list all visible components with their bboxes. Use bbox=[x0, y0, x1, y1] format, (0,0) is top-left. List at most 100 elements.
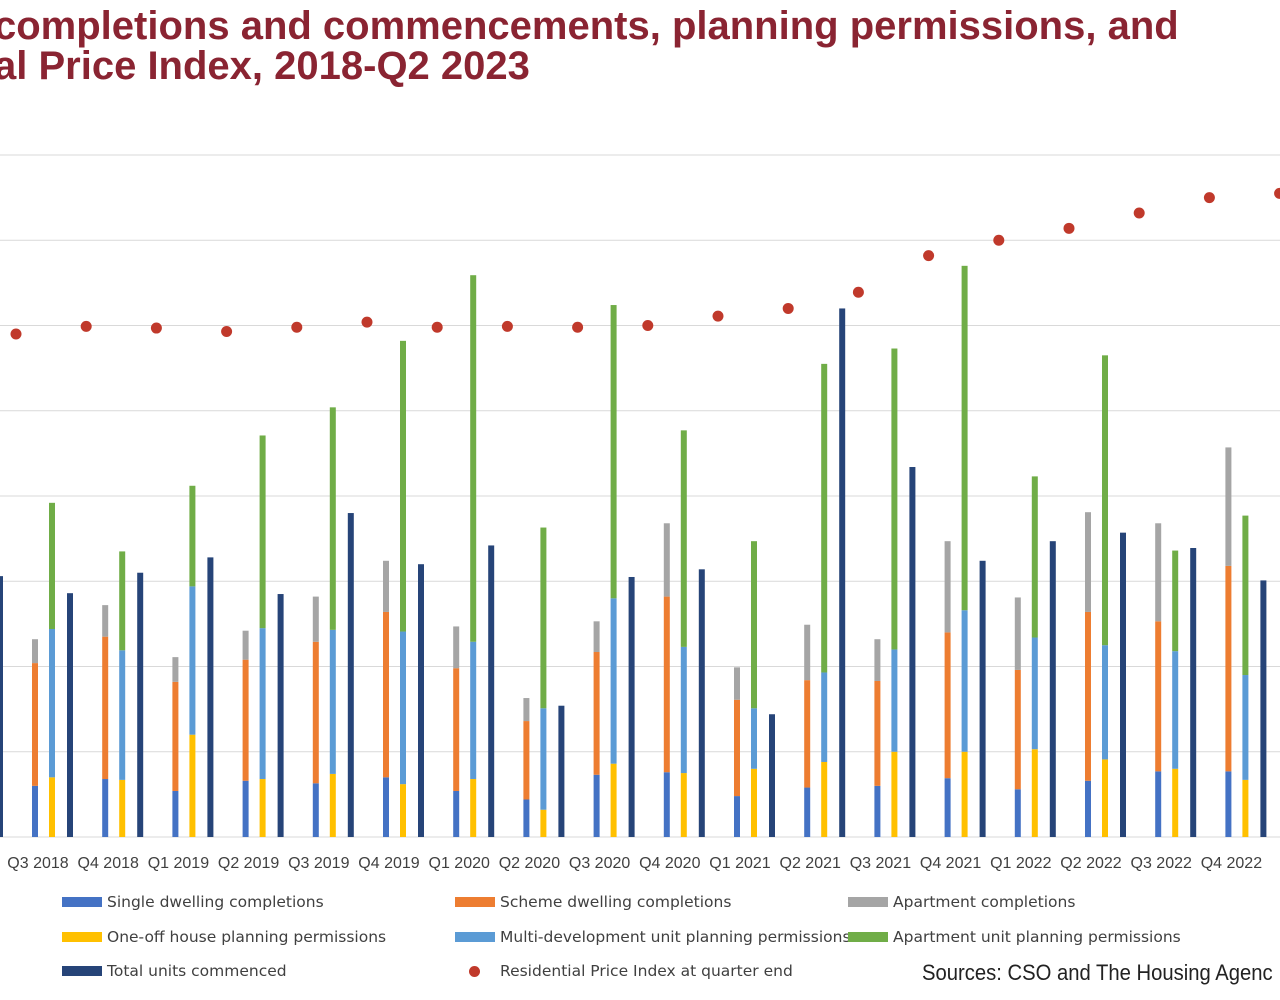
price-index-point bbox=[431, 321, 443, 333]
x-tick-label: Q1 2022 bbox=[990, 855, 1051, 872]
completions-bar-segment-single bbox=[172, 790, 179, 837]
completions-bar-segment-apartment_completions bbox=[804, 624, 811, 681]
permissions-bar-segment-apartment_permissions bbox=[1172, 550, 1179, 652]
completions-bar-segment-scheme bbox=[874, 680, 881, 786]
completions-bar-segment-single bbox=[102, 779, 109, 837]
commenced-bar bbox=[909, 467, 916, 837]
completions-bar-segment-scheme bbox=[453, 668, 460, 791]
completions-bar-segment-scheme bbox=[593, 652, 600, 775]
x-tick-label: Q3 2022 bbox=[1131, 855, 1192, 872]
price-index-point bbox=[150, 322, 162, 334]
completions-bar-segment-scheme bbox=[1225, 565, 1232, 772]
price-index-point bbox=[80, 320, 92, 332]
completions-bar-segment-single bbox=[874, 785, 881, 837]
x-tick-label: Q3 2021 bbox=[850, 855, 911, 872]
legend-label-apartment-completions: Apartment completions bbox=[893, 893, 1076, 911]
price-index-point bbox=[501, 320, 513, 332]
permissions-bar-segment-multi bbox=[1031, 637, 1038, 750]
x-tick-label: Q4 2021 bbox=[920, 855, 981, 872]
legend-item-rpi: Residential Price Index at quarter end bbox=[455, 960, 793, 982]
x-tick-label: Q1 2019 bbox=[148, 855, 209, 872]
x-tick-label: Q3 2019 bbox=[288, 855, 349, 872]
completions-bar-segment-apartment_completions bbox=[242, 630, 249, 660]
x-tick-label: Q2 2019 bbox=[218, 855, 279, 872]
commenced-bar bbox=[137, 572, 144, 837]
completions-bar-segment-single bbox=[944, 778, 951, 837]
permissions-bar-segment-oneoff bbox=[891, 751, 898, 837]
permissions-bar-segment-oneoff bbox=[119, 779, 126, 837]
permissions-bar-segment-multi bbox=[49, 628, 55, 778]
completions-bar-segment-scheme bbox=[663, 596, 670, 773]
permissions-bar-segment-oneoff bbox=[751, 768, 757, 837]
completions-bar-segment-scheme bbox=[1085, 611, 1091, 781]
permissions-bar-segment-multi bbox=[891, 649, 898, 752]
permissions-bar-segment-oneoff bbox=[470, 779, 477, 837]
permissions-bar-segment-apartment_permissions bbox=[540, 527, 547, 709]
completions-bar-segment-apartment_completions bbox=[102, 605, 109, 637]
price-index-point bbox=[291, 321, 303, 333]
permissions-bar-segment-apartment_permissions bbox=[891, 348, 898, 650]
commenced-bar bbox=[1120, 532, 1126, 837]
x-tick-label: Q1 2021 bbox=[709, 855, 770, 872]
legend-item-scheme: Scheme dwelling completions bbox=[455, 891, 731, 913]
commenced-bar bbox=[277, 594, 284, 837]
legend-swatch-single bbox=[62, 897, 102, 907]
completions-bar-segment-single bbox=[1155, 771, 1162, 837]
x-tick-label: Q4 2020 bbox=[639, 855, 700, 872]
legend-label-apartment-permissions: Apartment unit planning permissions bbox=[893, 928, 1181, 946]
completions-bar-segment-single bbox=[32, 785, 38, 837]
legend-swatch-apartment-permissions bbox=[848, 932, 888, 942]
x-axis-tick-labels: Q3 2018 Q4 2018 Q1 2019 Q2 2019 Q3 2019 Q4 20… bbox=[7, 855, 1262, 872]
price-index-point bbox=[1203, 192, 1215, 204]
permissions-bar-segment-multi bbox=[400, 631, 406, 785]
commenced-bar bbox=[1190, 548, 1197, 837]
permissions-bar-segment-oneoff bbox=[400, 784, 406, 837]
x-tick-label: Q4 2022 bbox=[1201, 855, 1262, 872]
x-tick-label: Q3 2020 bbox=[569, 855, 630, 872]
permissions-bar-segment-multi bbox=[540, 708, 547, 810]
permissions-bar-segment-apartment_permissions bbox=[49, 502, 55, 629]
completions-bar-segment-apartment_completions bbox=[523, 698, 530, 722]
permissions-bar-segment-apartment_permissions bbox=[470, 275, 477, 642]
permissions-bar-segment-apartment_permissions bbox=[1102, 355, 1108, 646]
x-tick-label: Q1 2020 bbox=[429, 855, 490, 872]
commenced-bar bbox=[207, 557, 214, 837]
completions-bar-segment-scheme bbox=[1155, 621, 1162, 772]
permissions-bar-segment-multi bbox=[189, 586, 196, 735]
price-index-point bbox=[1063, 222, 1075, 234]
legend-swatch-commenced bbox=[62, 966, 102, 976]
completions-bar-segment-apartment_completions bbox=[663, 523, 670, 597]
price-index-point bbox=[572, 321, 584, 333]
price-index-markers bbox=[10, 187, 1280, 340]
completions-bar-segment-scheme bbox=[102, 636, 109, 780]
commenced-bar bbox=[628, 576, 635, 837]
completions-bar-segment-scheme bbox=[804, 680, 811, 788]
legend-swatch-apartment-completions bbox=[848, 897, 888, 907]
legend-label-single: Single dwelling completions bbox=[107, 893, 324, 911]
commenced-bar bbox=[698, 569, 705, 837]
legend-item-single: Single dwelling completions bbox=[62, 891, 324, 913]
completions-bar-segment-scheme bbox=[172, 681, 179, 791]
permissions-bar-segment-oneoff bbox=[1242, 779, 1249, 837]
completions-bar-segment-apartment_completions bbox=[874, 639, 881, 681]
completions-bar-segment-scheme bbox=[312, 641, 319, 784]
permissions-bar-segment-multi bbox=[470, 641, 477, 780]
completions-bar-segment-apartment_completions bbox=[944, 541, 951, 633]
permissions-bar-segment-oneoff bbox=[1102, 759, 1108, 837]
legend-item-apartment-completions: Apartment completions bbox=[848, 891, 1075, 913]
price-index-point bbox=[782, 302, 794, 314]
completions-bar-segment-single bbox=[453, 790, 460, 837]
completions-bar-segment-scheme bbox=[383, 611, 389, 778]
commenced-bar bbox=[769, 714, 775, 837]
permissions-bar-segment-oneoff bbox=[1031, 749, 1038, 837]
sources-note: Sources: CSO and The Housing Agenc bbox=[922, 960, 1273, 985]
permissions-bar-segment-multi bbox=[751, 708, 757, 769]
commenced-bar bbox=[347, 513, 354, 837]
permissions-bar-segment-apartment_permissions bbox=[680, 430, 687, 647]
permissions-bar-segment-apartment_permissions bbox=[400, 340, 406, 632]
x-tick-label: Q4 2019 bbox=[358, 855, 419, 872]
completions-bar-segment-apartment_completions bbox=[1014, 597, 1021, 670]
completions-bar-segment-apartment_completions bbox=[383, 560, 389, 612]
permissions-bar-segment-apartment_permissions bbox=[259, 435, 266, 629]
completions-bar-segment-apartment_completions bbox=[1225, 447, 1232, 566]
